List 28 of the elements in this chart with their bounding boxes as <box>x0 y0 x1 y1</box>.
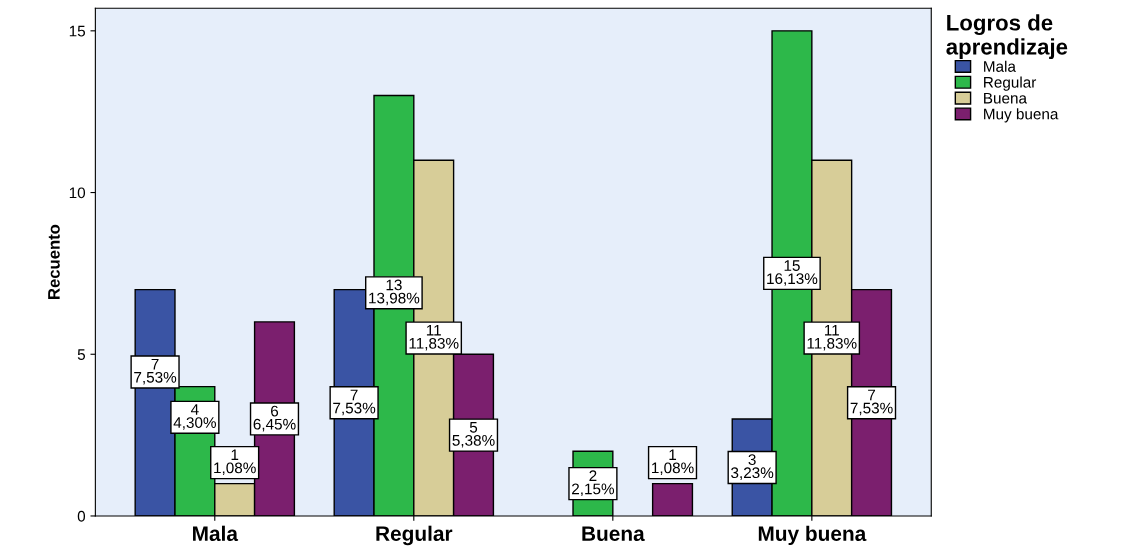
y-tick-label: 0 <box>77 510 86 522</box>
x-tick-label: Mala <box>193 525 239 541</box>
x-tick-label: Muy buena <box>758 525 867 546</box>
y-tick-label: 10 <box>69 187 86 199</box>
legend-title: Logros de aprendizaje <box>946 14 1068 60</box>
data-label: 11 11,83% <box>409 324 459 351</box>
data-label: 2 2,15% <box>572 470 615 497</box>
data-label: 3 3,23% <box>731 454 774 480</box>
legend-label: Buena <box>984 92 1027 104</box>
y-tick-label: 15 <box>69 25 86 37</box>
legend-label: Muy buena <box>984 108 1059 123</box>
x-tick-label: Regular <box>376 525 453 546</box>
y-tick-label: 5 <box>77 349 86 360</box>
y-axis-title: Recuento <box>48 224 60 299</box>
data-label: 1 1,08% <box>214 449 256 476</box>
data-label: 7 7,53% <box>134 358 177 385</box>
x-tick-label: Buena <box>582 526 645 541</box>
data-label: 1 1,08% <box>652 449 694 476</box>
legend-label: Mala <box>984 60 1016 72</box>
data-label: 11 11,83% <box>807 324 857 351</box>
data-label: 6 6,45% <box>253 405 296 432</box>
data-label: 4 4,30% <box>173 404 216 430</box>
data-label: 13 13,98% <box>369 279 420 306</box>
data-label: 7 7,53% <box>333 389 376 416</box>
data-label: 5 5,38% <box>452 421 495 448</box>
data-label: 15 16,13% <box>767 260 818 286</box>
data-label: 7 7,53% <box>850 389 893 416</box>
legend-label: Regular <box>984 76 1037 91</box>
